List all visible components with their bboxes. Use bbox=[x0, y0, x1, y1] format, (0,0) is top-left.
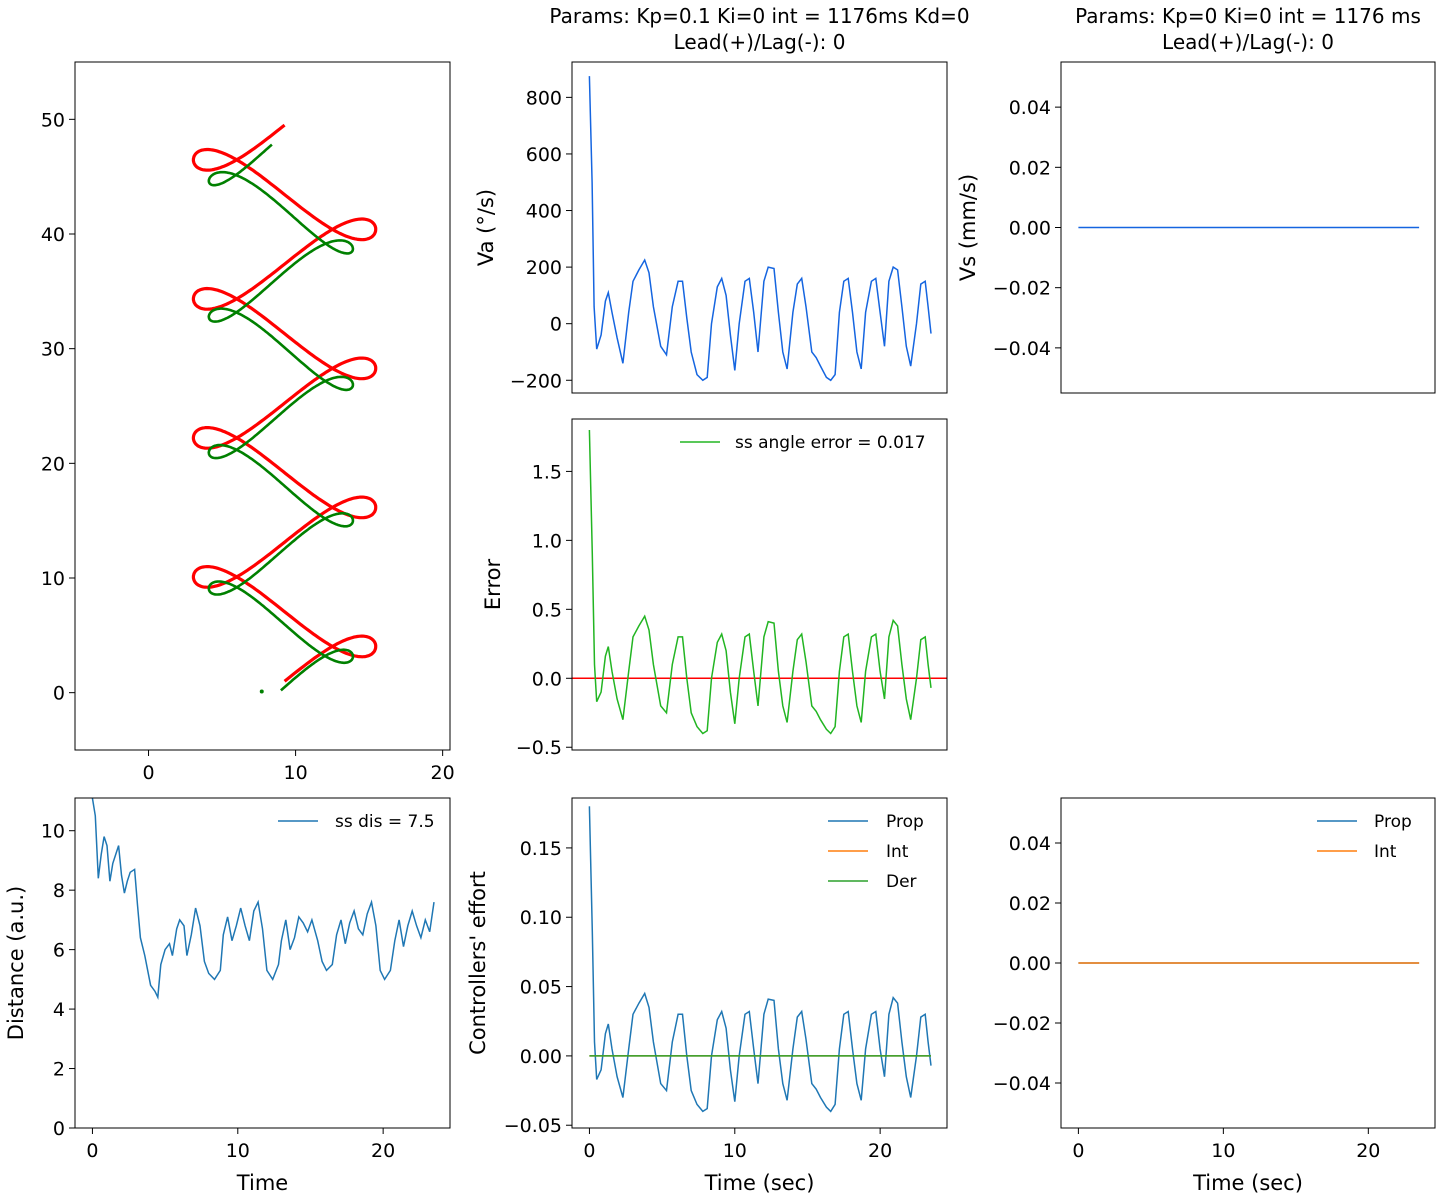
axes-frame bbox=[74, 61, 451, 751]
x-axis-label: Time bbox=[236, 1171, 288, 1195]
axes-frame bbox=[571, 797, 948, 1129]
y-tick-label: 0.00 bbox=[520, 1046, 562, 1068]
plot-area bbox=[91, 798, 435, 1000]
panel-title: Lead(+)/Lag(-): 0 bbox=[674, 30, 846, 54]
panel-title: Lead(+)/Lag(-): 0 bbox=[1162, 30, 1334, 54]
y-tick-label: 0.10 bbox=[520, 907, 562, 929]
y-tick-label: 400 bbox=[526, 201, 562, 223]
y-tick-label: 800 bbox=[526, 87, 562, 109]
y-tick-label: 0.00 bbox=[1009, 218, 1051, 240]
y-tick-label: −0.04 bbox=[993, 338, 1051, 360]
axes-frame bbox=[571, 418, 948, 751]
panel-va: −200 0 200 400 600 800 Params: Kp=0.1 Ki=0 int… bbox=[474, 4, 970, 394]
y-tick-label: 0 bbox=[550, 314, 562, 336]
panel-distance: 0 2 4 6 8 10 0 10 20 Time Distance (a.u.) ss dis = … bbox=[4, 797, 451, 1195]
x-tick-label: 10 bbox=[723, 1140, 747, 1162]
x-tick-label: 20 bbox=[371, 1140, 395, 1162]
series-line-ss bbox=[588, 429, 932, 735]
panel-trajectory: 0 10 20 30 40 50 0 10 20 bbox=[41, 61, 455, 784]
y-tick-label: −0.02 bbox=[993, 1013, 1051, 1035]
x-tick-label: 20 bbox=[868, 1140, 892, 1162]
x-tick-label: 20 bbox=[431, 762, 455, 784]
y-tick-label: 0.02 bbox=[1009, 157, 1051, 179]
y-tick-label: −0.05 bbox=[504, 1115, 562, 1137]
axes-frame bbox=[571, 61, 948, 394]
series-line-ss bbox=[91, 798, 435, 1000]
x-tick-label: 10 bbox=[226, 1140, 250, 1162]
panel-vs-effort: −0.04 −0.02 0.00 0.02 0.04 0 10 20 Time (sec) Pro… bbox=[993, 797, 1436, 1195]
y-axis-label: Controllers' effort bbox=[466, 871, 490, 1055]
y-tick-label: 8 bbox=[53, 880, 65, 902]
x-tick-label: 10 bbox=[1211, 1140, 1235, 1162]
x-tick-label: 10 bbox=[283, 762, 307, 784]
y-tick-label: 0.15 bbox=[520, 838, 562, 860]
y-tick-label: 0.04 bbox=[1009, 833, 1051, 855]
series-line-0 bbox=[588, 76, 932, 382]
panel-title: Params: Kp=0.1 Ki=0 int = 1176ms Kd=0 bbox=[549, 4, 969, 28]
y-tick-label: 1.5 bbox=[532, 461, 562, 483]
y-tick-label: 50 bbox=[41, 109, 65, 131]
panel-title: Params: Kp=0 Ki=0 int = 1176 ms bbox=[1075, 4, 1421, 28]
plot-area bbox=[588, 429, 932, 735]
y-tick-label: 2 bbox=[53, 1059, 65, 1081]
y-tick-label: −0.5 bbox=[516, 737, 562, 759]
y-tick-label: 0.00 bbox=[1009, 953, 1051, 975]
y-tick-label: 0.04 bbox=[1009, 97, 1051, 119]
actual-path bbox=[207, 143, 355, 692]
y-tick-label: 30 bbox=[41, 339, 65, 361]
y-tick-label: 0 bbox=[53, 1118, 65, 1140]
y-axis-label: Vs (mm/s) bbox=[956, 174, 980, 281]
y-tick-label: −0.02 bbox=[993, 278, 1051, 300]
y-tick-label: 10 bbox=[41, 821, 65, 843]
x-tick-label: 20 bbox=[1356, 1140, 1380, 1162]
y-tick-label: 0.02 bbox=[1009, 893, 1051, 915]
y-tick-label: 4 bbox=[53, 999, 65, 1021]
panel-vs: −0.04 −0.02 0.00 0.02 0.04 Params: Kp=0 Ki=0 … bbox=[956, 4, 1436, 394]
legend-label: ss angle error = 0.017 bbox=[735, 433, 926, 453]
axes-frame bbox=[74, 797, 451, 1129]
x-tick-label: 0 bbox=[86, 1140, 98, 1162]
y-tick-label: 0.05 bbox=[520, 977, 562, 999]
y-tick-label: 0.0 bbox=[532, 668, 562, 690]
x-axis-label: Time (sec) bbox=[1192, 1171, 1303, 1195]
axes-frame bbox=[1060, 797, 1436, 1129]
panel-error: −0.5 0.0 0.5 1.0 1.5 Error ss angle error = 0.… bbox=[481, 418, 948, 759]
y-tick-label: 40 bbox=[41, 224, 65, 246]
panel-effort: −0.05 0.00 0.05 0.10 0.15 0 10 20 Time (sec) Cont… bbox=[466, 797, 948, 1195]
plot-area bbox=[191, 123, 378, 694]
target-path bbox=[191, 123, 378, 683]
y-tick-label: 20 bbox=[41, 453, 65, 475]
y-tick-label: 1.0 bbox=[532, 530, 562, 552]
y-axis-label: Va (°/s) bbox=[474, 189, 498, 266]
legend-label: Int bbox=[886, 842, 909, 862]
x-tick-label: 0 bbox=[1072, 1140, 1084, 1162]
y-tick-label: −200 bbox=[510, 370, 562, 392]
plot-area bbox=[588, 76, 932, 382]
series-line-prop bbox=[588, 806, 932, 1113]
y-axis-label: Error bbox=[481, 559, 505, 611]
x-tick-label: 0 bbox=[142, 762, 154, 784]
y-tick-label: −0.04 bbox=[993, 1073, 1051, 1095]
y-axis-label: Distance (a.u.) bbox=[4, 886, 28, 1040]
y-tick-label: 6 bbox=[53, 940, 65, 962]
plot-area bbox=[588, 806, 932, 1113]
path-start-point bbox=[259, 689, 264, 694]
x-axis-label: Time (sec) bbox=[704, 1171, 815, 1195]
x-tick-label: 0 bbox=[583, 1140, 595, 1162]
y-tick-label: 0.5 bbox=[532, 599, 562, 621]
legend-label: ss dis = 7.5 bbox=[335, 812, 435, 832]
legend-label: Prop bbox=[1374, 812, 1412, 832]
y-tick-label: 200 bbox=[526, 257, 562, 279]
legend-label: Der bbox=[886, 872, 917, 892]
y-tick-label: 10 bbox=[41, 568, 65, 590]
axes-frame bbox=[1060, 61, 1436, 394]
legend-label: Int bbox=[1374, 842, 1397, 862]
y-tick-label: 600 bbox=[526, 144, 562, 166]
legend-label: Prop bbox=[886, 812, 924, 832]
y-tick-label: 0 bbox=[53, 683, 65, 705]
